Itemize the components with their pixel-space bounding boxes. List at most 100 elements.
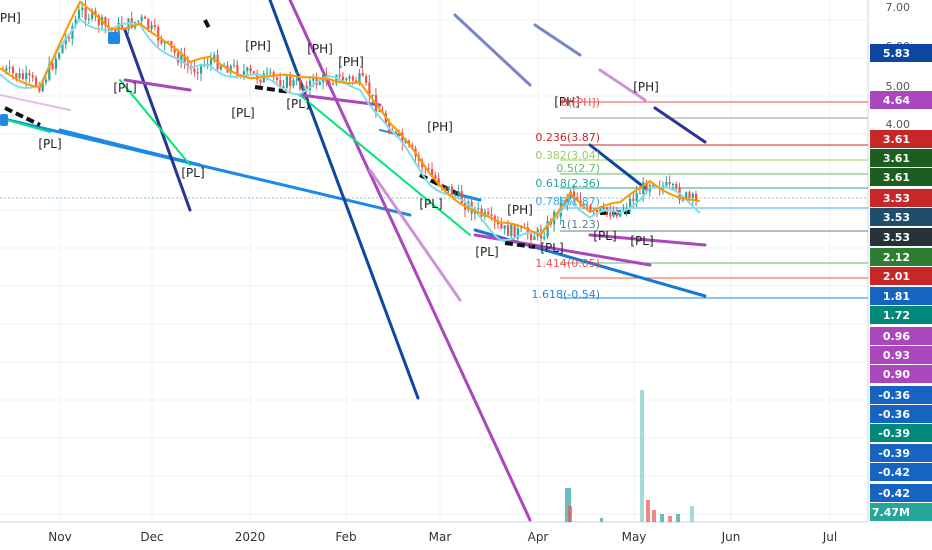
price-label-box [870,149,932,167]
candle-body [282,86,285,88]
candle-body [348,76,351,79]
candle-body [269,72,272,74]
candle-body [315,76,318,85]
candle-body [543,236,546,239]
price-label-box [870,248,932,266]
candle-body [5,68,8,71]
fib-label: 0.5(2.7) [556,162,600,175]
candle-body [262,73,265,83]
candle-body [302,85,305,89]
candle-body [176,52,180,63]
trend-line [288,0,532,522]
price-label-box [870,91,932,109]
trend-line [123,28,192,212]
candle-body [77,10,81,20]
candle-body [503,225,506,229]
pivot-label: [PL] [630,234,653,248]
candle-body [213,54,216,60]
price-label-box [870,228,932,246]
candle-body [299,79,302,89]
candle-body [275,77,279,81]
candle-body [87,18,90,20]
price-label-text: 1.72 [883,309,910,322]
candle-body [665,181,668,186]
pivot-label: [PL] [475,245,498,259]
candle-body [365,75,368,83]
candle-body [150,25,153,29]
x-tick-label: Jun [721,530,741,544]
candle-body [572,191,576,198]
ma-line-fast [0,17,701,242]
candle-body [170,41,173,48]
candle-body [589,205,592,211]
pivot-label: [PH] [507,203,533,217]
candle-body [526,227,529,235]
candle-body [242,71,246,76]
trend-line [588,143,647,190]
candle-body [642,182,645,194]
candle-body [173,47,176,53]
candle-body [351,76,354,81]
price-label-box [870,327,932,345]
candle-body [675,183,678,188]
candle-body [506,225,510,237]
price-label-box [870,208,932,226]
candle-body [530,234,533,241]
candle-body [147,18,150,29]
candle-body [546,220,549,237]
candle-body [444,187,447,191]
candle-body [599,208,602,212]
candle-body [576,197,579,201]
trend-line [458,193,482,202]
candle-body [183,54,186,64]
candle-body [332,83,335,85]
x-tick-label: May [622,530,647,544]
price-label-box [870,346,932,364]
price-label-box [870,405,932,423]
volume-bar [568,506,572,522]
candle-body [61,44,64,54]
x-axis: Nov Dec 2020 Feb Mar Apr May Jun Jul [48,530,837,544]
pivot-segment [599,210,631,215]
candle-body [457,191,460,196]
pivot-label: [PL] [540,241,563,255]
candle-body [44,79,48,83]
candle-body [64,37,67,45]
candle-body [454,195,457,197]
candle-body [378,111,381,113]
x-tick-label: Feb [335,530,356,544]
trend-line [453,13,532,87]
candle-body [447,186,450,191]
x-tick-label: Jul [822,530,837,544]
pivot-label: [PH] [0,11,21,25]
price-label-text: 3.53 [883,192,910,205]
volume-bar [660,514,664,522]
candle-body [48,63,51,80]
fibonacci-levels [560,101,868,299]
candle-body [500,224,503,229]
trend-line [598,68,647,102]
candle-body [25,73,28,80]
trend-line [299,94,471,236]
pivot-label: [PL] [231,106,254,120]
candle-body [477,208,480,210]
candle-body [391,133,394,135]
price-label-text: 0.93 [883,349,910,362]
trend-line [588,233,707,247]
candle-body [341,76,345,81]
candle-body [153,25,156,27]
volume-bar [600,518,603,522]
price-label-box [870,463,932,481]
candle-body [54,58,57,69]
candle-body [645,182,648,192]
candle-body [632,198,635,202]
volume-bar [690,506,694,522]
pivot-label: [PL] [113,81,136,95]
candle-body [219,66,222,70]
trend-line [368,168,462,302]
candle-body [497,221,500,225]
candle-body [312,76,315,81]
candle-body [602,207,605,209]
pivot-segment [419,173,461,197]
